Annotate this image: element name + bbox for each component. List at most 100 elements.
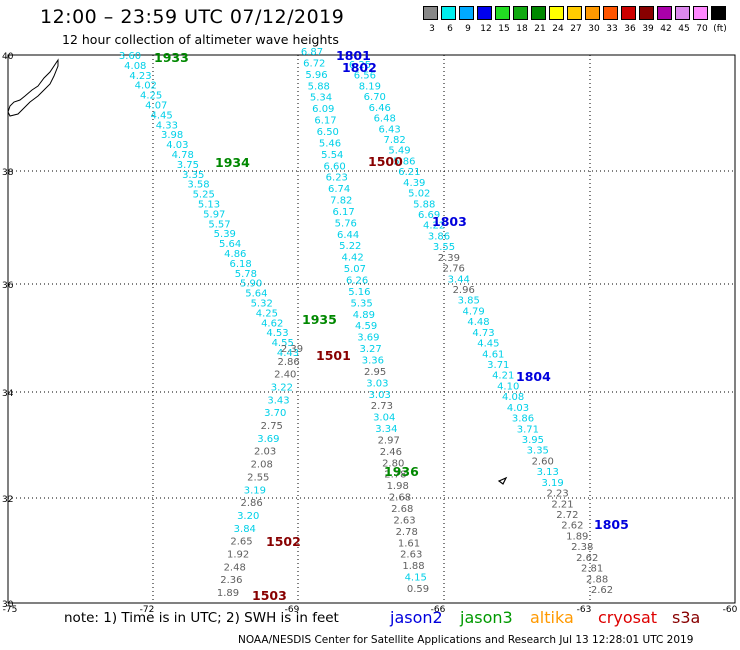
swh-value: 4.15 [405, 573, 427, 584]
swh-value: 2.60 [532, 456, 554, 467]
swh-value: 6.56 [354, 71, 376, 82]
swh-value: 4.45 [150, 110, 172, 121]
legend-swatch [585, 6, 600, 20]
swh-value: 4.78 [172, 150, 194, 161]
swh-value: 2.62 [591, 585, 613, 596]
x-tick-label: -69 [285, 605, 300, 615]
y-tick-label: 30 [2, 600, 14, 610]
swh-value: 4.21 [492, 371, 514, 382]
swh-value: 2.40 [274, 370, 296, 381]
swh-value: 2.75 [261, 421, 283, 432]
swh-value: 6.69 [418, 210, 440, 221]
swh-value: 3.71 [517, 424, 539, 435]
legend-swatch [657, 6, 672, 20]
swh-value: 3.22 [271, 383, 293, 394]
swh-value: 4.25 [256, 308, 278, 319]
swh-value: 6.60 [323, 161, 345, 172]
swh-value: 6.18 [229, 259, 251, 270]
legend-label: 12 [480, 24, 492, 34]
swh-value: 8.19 [359, 81, 381, 92]
swh-value: 3.75 [177, 160, 199, 171]
swh-value: 4.45 [477, 339, 499, 350]
swh-value: 2.86 [277, 357, 299, 368]
swh-value: 3.20 [237, 511, 259, 522]
swh-value: 2.38 [571, 542, 593, 553]
swh-value: 6.17 [314, 116, 336, 127]
legend-swatch [639, 6, 654, 20]
swh-value: 2.39 [438, 253, 460, 264]
swh-value: 5.02 [408, 189, 430, 200]
swh-value: 5.64 [245, 289, 267, 300]
swh-value: 5.86 [393, 156, 415, 167]
legend-label: 21 [534, 24, 546, 34]
swh-value: 5.97 [203, 209, 225, 220]
swh-value: 1.98 [387, 481, 409, 492]
swh-value: 4.22 [423, 221, 445, 232]
y-tick-label: 36 [2, 281, 14, 291]
swh-value: 3.58 [187, 180, 209, 191]
swh-value: 2.08 [251, 460, 273, 471]
pass-label: 1805 [594, 517, 629, 532]
swh-value: 4.48 [467, 317, 489, 328]
swh-value: 5.96 [305, 70, 327, 81]
swh-value: 2.81 [581, 564, 603, 575]
swh-value: 2.23 [546, 489, 568, 500]
swh-value: 6.26 [346, 276, 368, 287]
swh-value: 3.95 [522, 435, 544, 446]
swh-value: 6.70 [364, 92, 386, 103]
pass-label: 1935 [302, 312, 337, 327]
legend-label: 15 [498, 24, 510, 34]
swh-value: 5.54 [321, 150, 343, 161]
swh-value: 5.25 [193, 190, 215, 201]
swh-value: 4.39 [403, 178, 425, 189]
swh-value: 4.25 [140, 91, 162, 102]
swh-value: 5.49 [388, 146, 410, 157]
x-tick-label: -72 [140, 605, 155, 615]
map-title: 12:00 – 23:59 UTC 07/12/2019 [40, 6, 345, 28]
pass-label: 1500 [368, 154, 403, 169]
swh-value: 6.17 [332, 207, 354, 218]
y-tick-label: 34 [2, 389, 14, 399]
swh-value: 2.21 [551, 499, 573, 510]
legend-label: 24 [552, 24, 564, 34]
swh-value: 1.92 [227, 550, 249, 561]
swh-value: 3.27 [359, 344, 381, 355]
swh-value: 2.76 [443, 264, 465, 275]
coastline [7, 58, 508, 485]
x-tick-label: -60 [723, 605, 738, 615]
swh-value: 2.62 [561, 521, 583, 532]
swh-value: 6.44 [337, 230, 359, 241]
legend-label: 39 [642, 24, 654, 34]
swh-value: 5.13 [198, 200, 220, 211]
swh-value: 5.88 [413, 199, 435, 210]
legend-swatch [621, 6, 636, 20]
coastline-shape [7, 58, 59, 117]
swh-value: 6.09 [312, 104, 334, 115]
footnote: note: 1) Time is in UTC; 2) SWH is in fe… [64, 610, 339, 626]
legend-label: (ft) [713, 24, 727, 34]
swh-value: 2.68 [391, 504, 413, 515]
swh-value: 3.43 [267, 395, 289, 406]
y-tick-label: 38 [2, 168, 14, 178]
legend-label: 9 [465, 24, 471, 34]
swh-value: 5.34 [310, 93, 332, 104]
legend-swatch [567, 6, 582, 20]
swh-value: 4.73 [472, 328, 494, 339]
swh-value: 6.50 [317, 127, 339, 138]
y-tick-label: 32 [2, 495, 13, 505]
swh-value: 1.88 [402, 561, 424, 572]
swh-value: 2.55 [247, 472, 269, 483]
swh-value: 4.10 [497, 381, 519, 392]
swh-value: 4.86 [224, 249, 246, 260]
legend-swatch [459, 6, 474, 20]
swh-value: 5.78 [235, 269, 257, 280]
swh-value: 4.33 [156, 120, 178, 131]
swh-value: 2.46 [380, 447, 402, 458]
pass-label: 1804 [516, 369, 551, 384]
legend-label: 18 [516, 24, 528, 34]
swh-value: 2.88 [586, 574, 608, 585]
swh-value: 6.23 [326, 173, 348, 184]
swh-value: 3.60 [119, 51, 141, 62]
satellite-key-item: cryosat [598, 608, 658, 627]
